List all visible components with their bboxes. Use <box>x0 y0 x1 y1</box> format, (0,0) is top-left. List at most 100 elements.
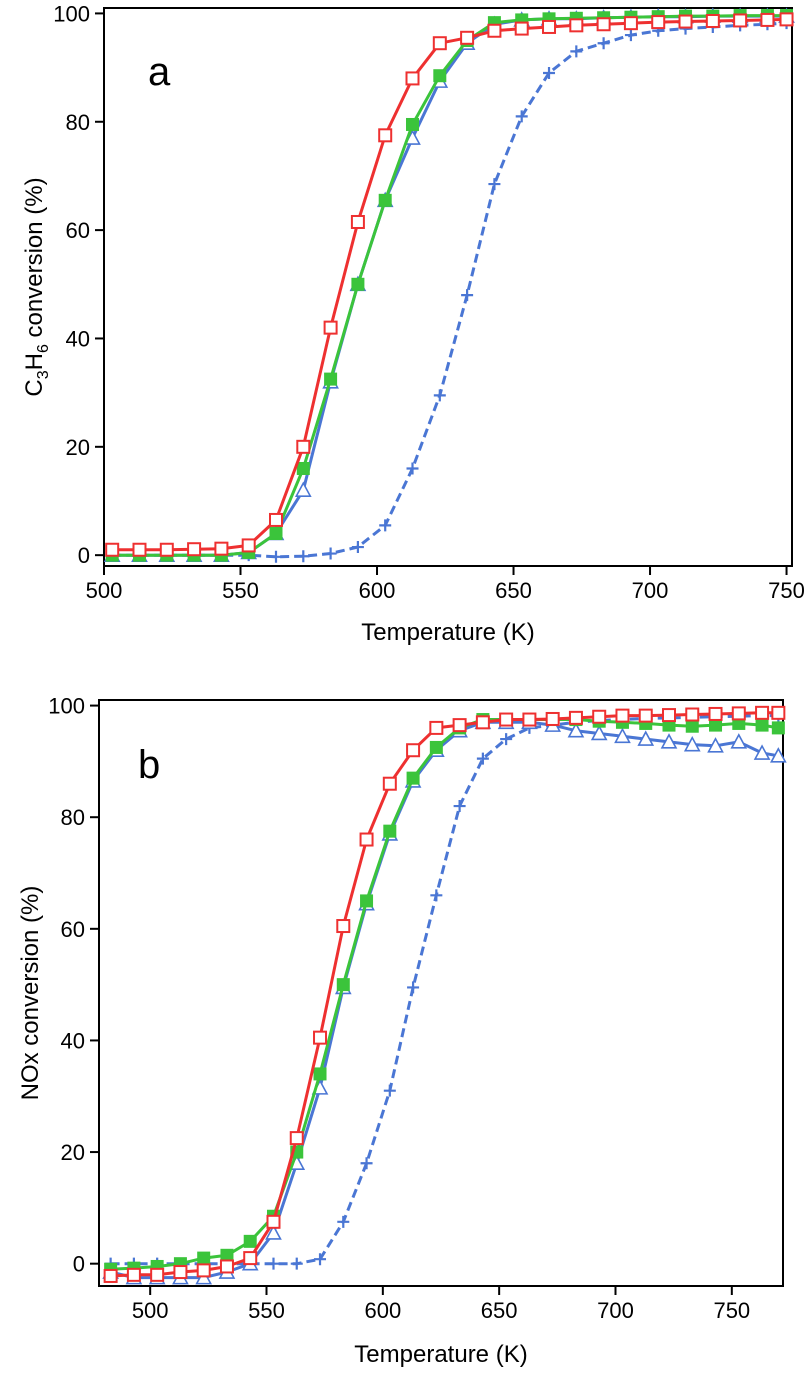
series-1-point <box>379 519 392 532</box>
series-4-point <box>452 718 467 733</box>
series-4-point <box>685 707 700 722</box>
series-4 <box>103 705 786 1283</box>
series-4-point <box>615 708 630 723</box>
y-tick-label: 80 <box>61 805 85 830</box>
x-tick-label: 750 <box>768 578 805 603</box>
series-3 <box>105 9 794 562</box>
y-tick-label: 100 <box>53 1 90 26</box>
series-1-point <box>461 289 474 302</box>
series-4 <box>105 12 794 557</box>
series-4-point <box>406 743 421 758</box>
series-2-point <box>660 733 678 749</box>
series-3-point <box>269 526 283 540</box>
series-1-point <box>324 547 337 560</box>
series-4-point <box>105 542 120 557</box>
series-3-point <box>243 1234 257 1248</box>
series-1 <box>106 17 793 563</box>
series-4-point <box>132 542 147 557</box>
series-2-line <box>112 14 787 557</box>
panel-b-x-axis-title: Temperature (K) <box>354 1341 527 1368</box>
panel-a-y-title-rest: conversion (%) <box>21 177 48 344</box>
series-1-line <box>112 21 787 559</box>
x-tick-label: 700 <box>632 578 669 603</box>
series-3-line <box>110 718 779 1271</box>
panel-a-y-title-sub3: 3 <box>35 370 52 379</box>
series-3-point <box>433 69 447 83</box>
series-1-point <box>270 550 282 563</box>
panel-a-y-title-h: H <box>21 353 48 370</box>
series-3-point <box>336 978 350 992</box>
y-tick-label: 40 <box>66 326 90 351</box>
series-3 <box>104 713 785 1276</box>
y-tick-label: 0 <box>78 543 90 568</box>
series-4-point <box>733 13 748 28</box>
series-4-point <box>336 919 351 934</box>
series-3-point <box>429 740 443 754</box>
panel-a-y-title-c: C <box>21 379 48 396</box>
y-tick-label: 60 <box>61 917 85 942</box>
series-4-point <box>266 1214 281 1229</box>
series-3-point <box>685 719 699 733</box>
series-4-point <box>592 709 607 724</box>
panel-b-chart: 500 550 600 650 700 750 0 20 40 60 80 100 b Tempera… <box>17 694 787 1368</box>
panel-b-series <box>102 705 787 1285</box>
series-4-point <box>359 832 374 847</box>
series-3-point <box>313 1067 327 1081</box>
x-tick-label: 750 <box>713 1298 750 1323</box>
series-4-point <box>779 12 794 27</box>
series-4-point <box>568 710 583 725</box>
series-4-point <box>159 542 174 557</box>
series-3-point <box>755 718 769 732</box>
x-tick-label: 600 <box>359 578 396 603</box>
series-2 <box>102 713 787 1285</box>
series-4-point <box>173 1265 188 1280</box>
series-4-point <box>499 712 514 727</box>
panel-a-ticks: 500 550 600 650 700 750 0 20 40 60 80 100 <box>53 1 805 603</box>
x-tick-label: 600 <box>364 1298 401 1323</box>
series-4-point <box>569 18 584 33</box>
panel-b-y-axis-title: NOx conversion (%) <box>17 886 44 1101</box>
y-tick-label: 20 <box>61 1140 85 1165</box>
series-1-point <box>597 37 610 50</box>
series-3-point <box>324 372 338 386</box>
series-2-point <box>567 722 585 738</box>
series-4-point <box>382 776 397 791</box>
series-1-point <box>337 1215 350 1228</box>
series-4-point <box>731 706 746 721</box>
series-3-point <box>406 117 420 131</box>
series-4-point <box>219 1259 234 1274</box>
series-4-point <box>542 19 557 34</box>
x-tick-label: 500 <box>132 1298 169 1323</box>
series-4-point <box>429 720 444 735</box>
series-4-point <box>269 512 283 527</box>
series-1-point <box>543 67 556 80</box>
series-1-point <box>453 800 466 813</box>
panel-a-chart: 500 550 600 650 700 750 0 20 40 60 80 100 a Tempera… <box>21 1 805 646</box>
y-tick-label: 40 <box>61 1028 85 1053</box>
series-4-point <box>150 1267 165 1282</box>
series-1-point <box>407 981 420 994</box>
series-4-point <box>522 712 537 727</box>
x-tick-label: 550 <box>222 578 259 603</box>
series-1-point <box>267 1257 280 1270</box>
series-4-point <box>705 14 720 29</box>
series-1-point <box>476 752 489 765</box>
series-4-point <box>514 21 529 36</box>
series-4-point <box>196 1263 211 1278</box>
series-4-point <box>545 711 560 726</box>
series-2-point <box>683 735 701 752</box>
series-1-line <box>110 714 779 1266</box>
series-4-point <box>296 439 311 454</box>
series-4-point <box>243 1251 258 1266</box>
x-tick-label: 550 <box>248 1298 285 1323</box>
series-2-point <box>265 1224 282 1240</box>
series-4-point <box>323 320 338 335</box>
series-1-point <box>351 541 364 554</box>
panel-a-plot-frame <box>103 7 793 567</box>
series-3-point <box>351 277 365 291</box>
series-2-point <box>730 733 748 749</box>
panel-a-series <box>103 7 795 563</box>
series-1-point <box>488 178 501 191</box>
series-4-point <box>662 708 676 723</box>
y-tick-label: 0 <box>73 1252 85 1277</box>
